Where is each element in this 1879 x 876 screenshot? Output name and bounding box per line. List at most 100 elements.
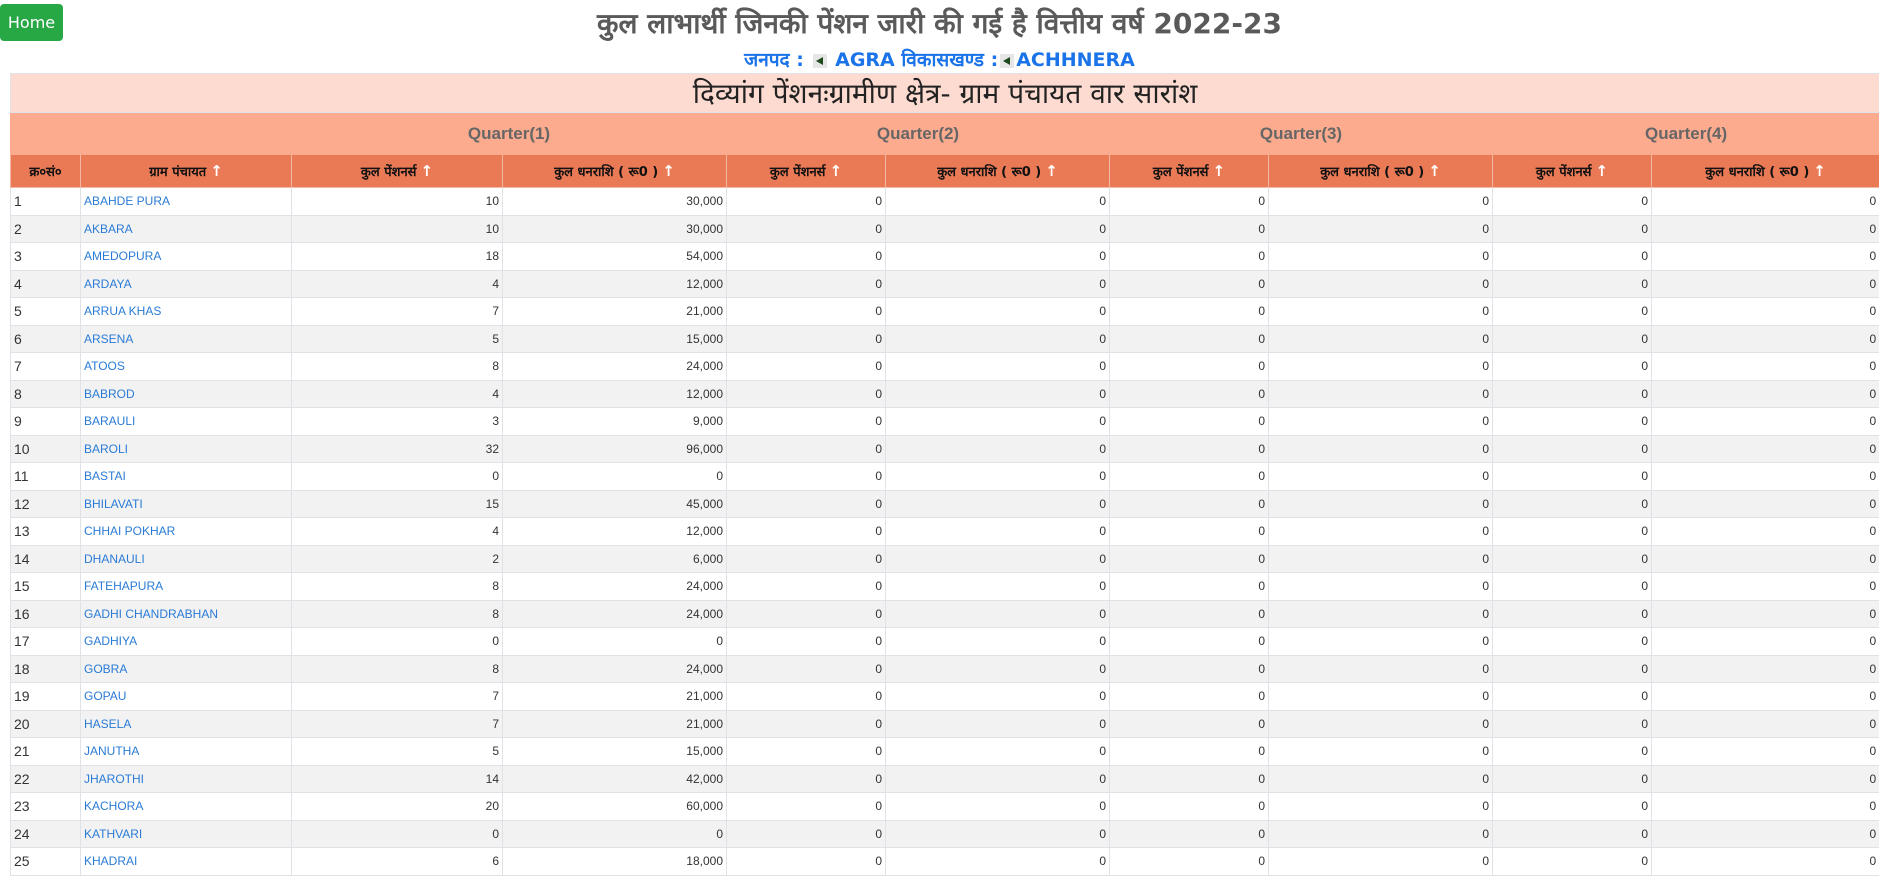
amount-cell: 0 (503, 463, 727, 491)
sort-arrow-up-icon[interactable]: ↑ (829, 162, 842, 180)
back-arrow-icon[interactable] (1000, 54, 1014, 68)
sort-arrow-up-icon[interactable]: ↑ (1045, 162, 1058, 180)
pensioners-cell: 0 (292, 820, 503, 848)
amount-cell: 0 (1652, 463, 1879, 491)
gram-panchayat-link[interactable]: JHAROTHI (84, 772, 144, 786)
gram-panchayat-link[interactable]: ATOOS (84, 359, 125, 373)
block-name[interactable]: ACHHNERA (1016, 49, 1135, 71)
pensioners-cell: 0 (727, 765, 886, 793)
sort-arrow-up-icon[interactable]: ↑ (1813, 162, 1826, 180)
gram-panchayat-link[interactable]: BAROLI (84, 442, 128, 456)
gram-panchayat-cell: ARSENA (81, 325, 292, 353)
gram-panchayat-link[interactable]: GADHI CHANDRABHAN (84, 607, 218, 621)
serial-cell: 3 (11, 243, 81, 271)
column-header-sortable[interactable]: कुल पेंशनर्स↑ (1493, 155, 1652, 188)
amount-cell: 0 (1269, 353, 1493, 381)
quarter-header: Quarter(1) (292, 113, 727, 155)
column-header-sortable[interactable]: कुल धनराशि ( रू0 )↑ (1269, 155, 1493, 188)
serial-cell: 11 (11, 463, 81, 491)
gram-panchayat-link[interactable]: KHADRAI (84, 854, 137, 868)
sort-arrow-up-icon[interactable]: ↑ (420, 162, 433, 180)
sort-arrow-up-icon[interactable]: ↑ (1428, 162, 1441, 180)
gram-panchayat-link[interactable]: ARSENA (84, 332, 133, 346)
sort-arrow-up-icon[interactable]: ↑ (1595, 162, 1608, 180)
amount-cell: 0 (886, 463, 1110, 491)
amount-cell: 42,000 (503, 765, 727, 793)
gram-panchayat-link[interactable]: BASTAI (84, 469, 126, 483)
pensioners-cell: 0 (1493, 435, 1652, 463)
sort-arrow-up-icon[interactable]: ↑ (210, 162, 223, 180)
amount-cell: 15,000 (503, 738, 727, 766)
gram-panchayat-cell: ARDAYA (81, 270, 292, 298)
pensioners-cell: 0 (1493, 408, 1652, 436)
pensioners-cell: 0 (727, 820, 886, 848)
pensioners-cell: 0 (727, 490, 886, 518)
pensioners-cell: 0 (1493, 325, 1652, 353)
gram-panchayat-cell: KACHORA (81, 793, 292, 821)
column-header-sortable[interactable]: कुल पेंशनर्स↑ (292, 155, 503, 188)
gram-panchayat-link[interactable]: CHHAI POKHAR (84, 524, 175, 538)
gram-panchayat-link[interactable]: GADHIYA (84, 634, 137, 648)
gram-panchayat-link[interactable]: GOPAU (84, 689, 126, 703)
gram-panchayat-cell: DHANAULI (81, 545, 292, 573)
gram-panchayat-link[interactable]: ABAHDE PURA (84, 194, 170, 208)
amount-cell: 0 (886, 683, 1110, 711)
district-name[interactable]: AGRA (835, 49, 895, 71)
pensioners-cell: 0 (1493, 243, 1652, 271)
gram-panchayat-link[interactable]: FATEHAPURA (84, 579, 163, 593)
gram-panchayat-link[interactable]: BARAULI (84, 414, 135, 428)
sort-arrow-up-icon[interactable]: ↑ (1212, 162, 1225, 180)
pensioners-cell: 0 (1493, 573, 1652, 601)
gram-panchayat-link[interactable]: BHILAVATI (84, 497, 143, 511)
pensioners-cell: 0 (727, 298, 886, 326)
back-arrow-icon[interactable] (813, 54, 827, 68)
amount-cell: 0 (1652, 435, 1879, 463)
pensioners-cell: 0 (1110, 765, 1269, 793)
gram-panchayat-link[interactable]: ARRUA KHAS (84, 304, 161, 318)
gram-panchayat-link[interactable]: ARDAYA (84, 277, 132, 291)
amount-cell: 12,000 (503, 380, 727, 408)
gram-panchayat-cell: BABROD (81, 380, 292, 408)
pensioners-cell: 0 (1110, 243, 1269, 271)
district-label: जनपद : (744, 49, 804, 71)
column-header-sortable[interactable]: कुल धनराशि ( रू0 )↑ (886, 155, 1110, 188)
pensioners-cell: 0 (727, 188, 886, 216)
pensioners-cell: 0 (1110, 683, 1269, 711)
gram-panchayat-link[interactable]: GOBRA (84, 662, 127, 676)
pensioners-cell: 4 (292, 380, 503, 408)
amount-cell: 0 (886, 600, 1110, 628)
serial-cell: 4 (11, 270, 81, 298)
column-header-sortable[interactable]: कुल धनराशि ( रू0 )↑ (1652, 155, 1879, 188)
column-header-sortable[interactable]: ग्राम पंचायत↑ (81, 155, 292, 188)
pensioners-cell: 0 (727, 518, 886, 546)
gram-panchayat-link[interactable]: BABROD (84, 387, 135, 401)
gram-panchayat-cell: BAROLI (81, 435, 292, 463)
gram-panchayat-link[interactable]: HASELA (84, 717, 131, 731)
column-header-sortable[interactable]: कुल पेंशनर्स↑ (1110, 155, 1269, 188)
gram-panchayat-link[interactable]: JANUTHA (84, 744, 139, 758)
column-header-sortable[interactable]: कुल पेंशनर्स↑ (727, 155, 886, 188)
serial-cell: 7 (11, 353, 81, 381)
amount-cell: 0 (1652, 243, 1879, 271)
gram-panchayat-link[interactable]: AKBARA (84, 222, 133, 236)
quarter-spacer (11, 113, 292, 155)
column-header-sortable[interactable]: कुल धनराशि ( रू0 )↑ (503, 155, 727, 188)
amount-cell: 0 (1652, 628, 1879, 656)
gram-panchayat-cell: CHHAI POKHAR (81, 518, 292, 546)
pensioners-cell: 0 (1110, 435, 1269, 463)
pensioners-cell: 0 (727, 573, 886, 601)
pensioners-cell: 0 (1493, 270, 1652, 298)
gram-panchayat-link[interactable]: AMEDOPURA (84, 249, 161, 263)
amount-cell: 0 (886, 490, 1110, 518)
gram-panchayat-link[interactable]: DHANAULI (84, 552, 145, 566)
gram-panchayat-link[interactable]: KATHVARI (84, 827, 142, 841)
sort-arrow-up-icon[interactable]: ↑ (662, 162, 675, 180)
amount-cell: 0 (1269, 738, 1493, 766)
amount-cell: 0 (1652, 848, 1879, 876)
gram-panchayat-link[interactable]: KACHORA (84, 799, 143, 813)
amount-cell: 0 (1652, 380, 1879, 408)
